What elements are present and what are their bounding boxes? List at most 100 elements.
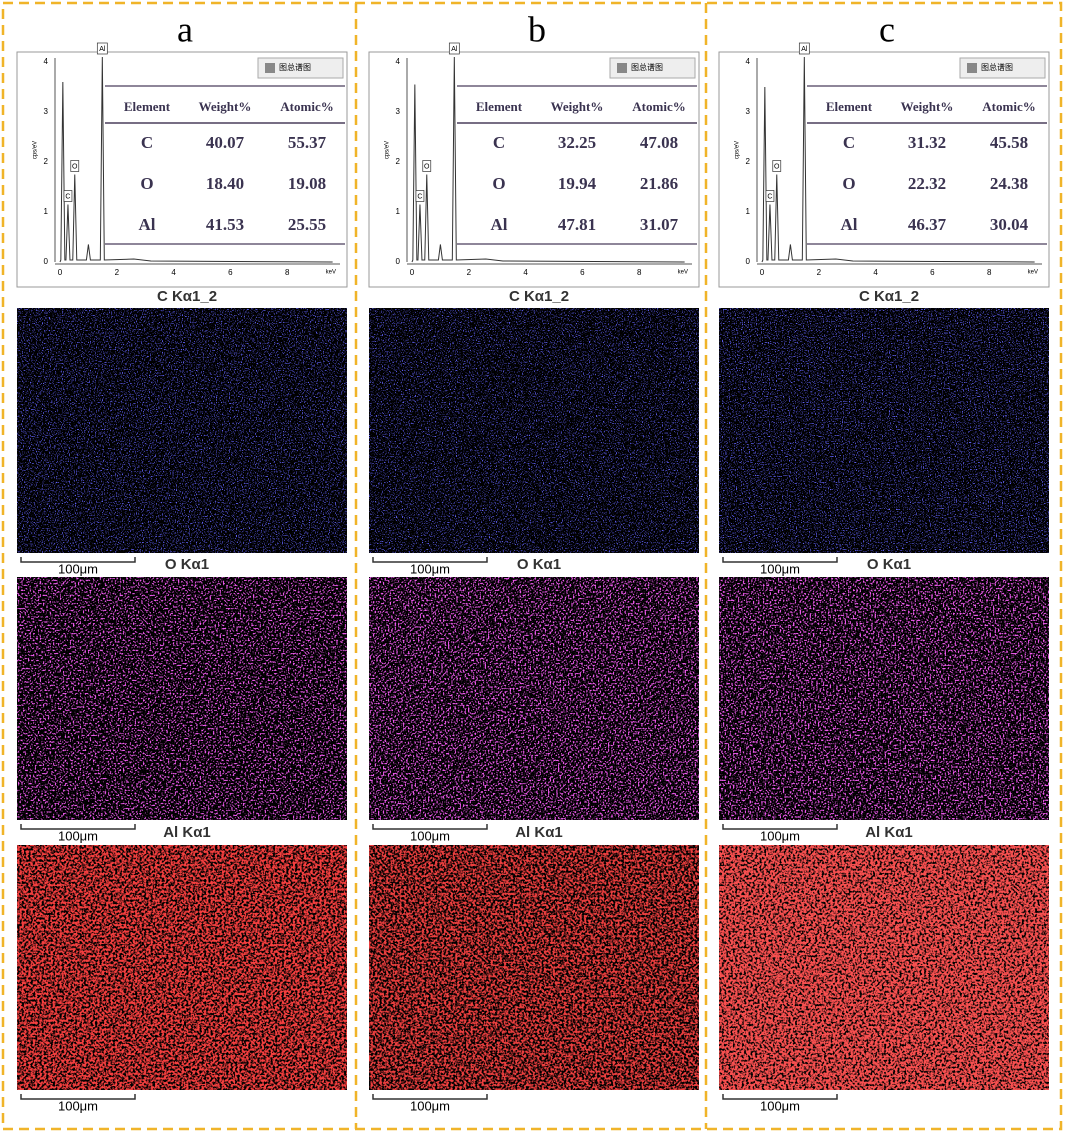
scale-bar [372,824,488,830]
panel-label: c [879,9,895,49]
x-axis-label: keV [326,270,336,276]
peak-label-box [70,160,80,172]
y-tick-label: 1 [44,207,49,216]
table-cell: 25.55 [288,215,326,234]
y-tick-label: 1 [746,207,751,216]
element-map-signal [719,577,1049,820]
table-cell: 31.07 [640,215,679,234]
legend-swatch [617,63,627,73]
scale-bar [20,1094,136,1100]
x-tick-label: 4 [873,268,878,277]
legend-box [257,57,344,79]
y-tick-label: 3 [746,107,751,116]
table-cell: 46.37 [908,215,947,234]
table-cell: Al [491,215,508,234]
peak-label: C [65,193,70,200]
element-map-signal [17,308,347,553]
table-bg [457,86,697,244]
y-tick-label: 0 [44,257,49,266]
table-cell: 18.40 [206,174,244,193]
table-cell: 22.32 [908,174,946,193]
table-cell: 30.04 [990,215,1029,234]
peak-label-box [422,160,432,172]
x-axis-label: keV [678,270,688,276]
x-axis-label: keV [1028,270,1038,276]
table-cell: O [842,174,855,193]
table-cell: Al [139,215,156,234]
x-tick-label: 2 [817,268,822,277]
table-header: Weight% [901,99,954,114]
x-tick-label: 8 [987,268,992,277]
scale-bar [722,557,838,563]
table-cell: O [140,174,153,193]
x-tick-label: 4 [171,268,176,277]
panel-label: a [177,9,193,49]
table-header: Element [826,99,873,114]
y-axis-label: cps/eV [33,141,39,159]
peak-label-box [765,190,775,202]
table-cell: 19.08 [288,174,326,193]
peak-label: Al [99,46,106,53]
scale-bar-label: 100μm [410,828,450,843]
scale-bar-label: 100μm [410,1098,450,1113]
table-cell: 21.86 [640,174,678,193]
table-cell: 41.53 [206,215,244,234]
table-header: Element [476,99,523,114]
scale-bar-label: 100μm [58,828,98,843]
peak-label: O [774,163,780,170]
panel-label: b [528,9,546,49]
y-axis-label: cps/eV [385,141,391,159]
table-cell: C [843,133,855,152]
spectrum-trace [411,56,685,263]
map-title: Al Kα1 [163,824,211,841]
table-cell: 47.81 [558,215,596,234]
element-map-signal [369,308,699,553]
x-tick-label: 8 [285,268,290,277]
legend-swatch [967,63,977,73]
table-header: Atomic% [280,99,333,114]
element-map-signal [17,577,347,820]
table-cell: 24.38 [990,174,1028,193]
y-tick-label: 0 [396,257,401,266]
legend-swatch [265,63,275,73]
y-tick-label: 4 [44,57,49,66]
scale-bar [20,824,136,830]
scale-bar-label: 100μm [760,561,800,576]
y-tick-label: 1 [396,207,401,216]
scale-bar-label: 100μm [58,1098,98,1113]
table-bg [807,86,1047,244]
map-title: O Kα1 [165,556,209,573]
peak-label-box [96,42,108,55]
scale-bar [722,824,838,830]
element-map-signal [369,845,699,1090]
table-cell: 55.37 [288,133,327,152]
y-tick-label: 0 [746,257,751,266]
legend-text: 图总谱图 [981,62,1013,72]
y-tick-label: 3 [44,107,49,116]
element-map-signal [17,845,347,1090]
y-tick-label: 3 [396,107,401,116]
map-title: O Kα1 [517,556,561,573]
table-header: Weight% [199,99,252,114]
table-header: Atomic% [632,99,685,114]
peak-label-box [415,190,425,202]
element-map-signal [719,845,1049,1090]
peak-label-box [772,160,782,172]
table-cell: 45.58 [990,133,1028,152]
table-bg [105,86,345,244]
spectrum-trace [761,56,1035,263]
table-cell: 47.08 [640,133,678,152]
table-cell: 40.07 [206,133,245,152]
y-tick-label: 2 [44,157,49,166]
scale-bar-label: 100μm [760,828,800,843]
peak-label-box [448,42,460,55]
x-tick-label: 0 [760,268,765,277]
table-header: Atomic% [982,99,1035,114]
table-cell: C [493,133,505,152]
legend-text: 图总谱图 [279,62,311,72]
scale-bar [372,557,488,563]
peak-label: Al [451,46,458,53]
y-tick-label: 4 [396,57,401,66]
